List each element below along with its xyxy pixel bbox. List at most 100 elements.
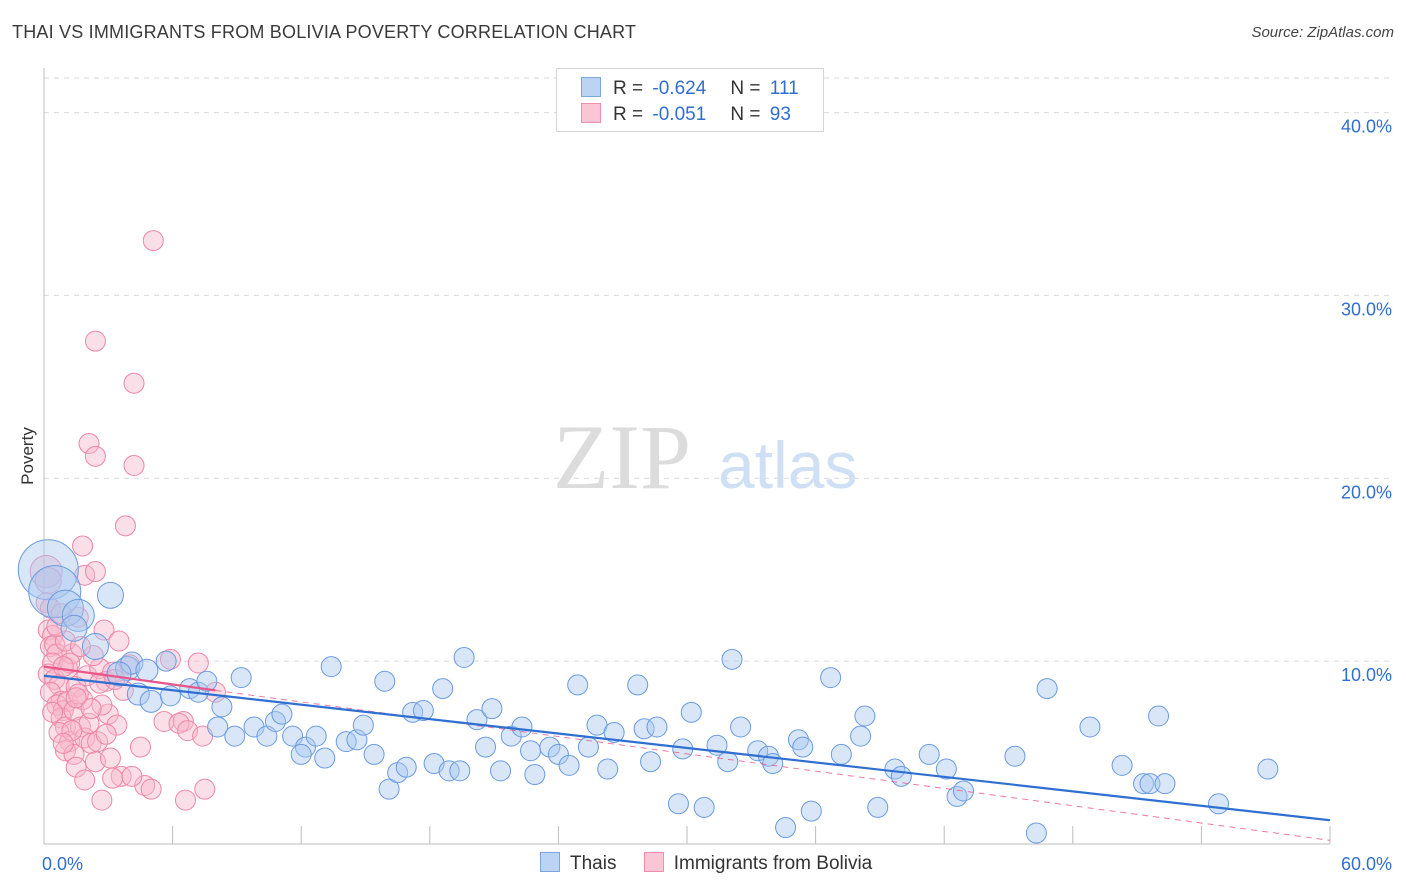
thai-point bbox=[207, 716, 229, 738]
bolivia-point bbox=[65, 687, 87, 709]
legend-row-thai: R = -0.624 N = 111 bbox=[581, 77, 799, 99]
thai-point bbox=[271, 703, 293, 725]
bolivia-point bbox=[93, 619, 115, 641]
trend-lines bbox=[43, 665, 1331, 841]
series-legend: Thais Immigrants from Bolivia bbox=[540, 852, 894, 875]
thai-point bbox=[918, 743, 940, 765]
thai-point bbox=[558, 754, 580, 776]
thai-point bbox=[96, 581, 124, 609]
bolivia-point bbox=[42, 701, 64, 723]
thai-point bbox=[211, 696, 233, 718]
bolivia-point bbox=[106, 714, 128, 736]
bolivia-point bbox=[99, 747, 121, 769]
legend-row-bolivia: R = -0.051 N = 93 bbox=[581, 103, 791, 125]
thai-point bbox=[17, 539, 79, 601]
thai-point bbox=[935, 758, 957, 780]
thai-point bbox=[449, 760, 471, 782]
bolivia-trend-line bbox=[43, 665, 216, 692]
thai-point bbox=[800, 800, 822, 822]
bolivia-point bbox=[69, 716, 91, 738]
r-label: R = bbox=[613, 78, 644, 99]
legend-item-thais: Thais bbox=[540, 852, 616, 874]
thai-point bbox=[952, 780, 974, 802]
thai-point bbox=[335, 731, 357, 753]
bolivia-point bbox=[142, 230, 164, 252]
thai-point bbox=[374, 670, 396, 692]
thai-point bbox=[475, 736, 497, 758]
bolivia-point bbox=[84, 330, 106, 352]
y-tick-label: 10.0% bbox=[1341, 665, 1392, 685]
grid-lines bbox=[44, 77, 1392, 662]
axis-labels: 10.0% 20.0% 30.0% 40.0% 0.0% 60.0% Poverty bbox=[18, 117, 1392, 874]
watermark-atlas: atlas bbox=[718, 428, 857, 502]
thai-point bbox=[646, 716, 668, 738]
thai-point bbox=[854, 705, 876, 727]
thai-point bbox=[230, 667, 252, 689]
thai-point bbox=[820, 667, 842, 689]
thai-point bbox=[567, 674, 589, 696]
thai-point bbox=[412, 700, 434, 722]
chart-title: THAI VS IMMIGRANTS FROM BOLIVIA POVERTY … bbox=[12, 22, 637, 42]
bolivia-point bbox=[194, 778, 216, 800]
bolivia-point bbox=[52, 656, 74, 678]
thai-point bbox=[830, 743, 852, 765]
thai-r-value: -0.624 bbox=[652, 78, 707, 99]
thai-trend-line bbox=[43, 674, 1331, 822]
bolivia-point bbox=[72, 535, 94, 557]
thai-point bbox=[135, 658, 159, 682]
legend-item-bolivia: Immigrants from Bolivia bbox=[643, 852, 872, 874]
thai-point bbox=[524, 764, 546, 786]
bolivia-swatch bbox=[581, 103, 601, 123]
bolivia-point bbox=[110, 765, 132, 787]
thai-point bbox=[1139, 773, 1161, 795]
bolivia-point bbox=[187, 652, 209, 674]
thai-point bbox=[453, 646, 475, 668]
thai-point bbox=[946, 785, 968, 807]
bolivia-point bbox=[102, 767, 124, 789]
bolivia-legend-swatch bbox=[643, 852, 664, 872]
bolivia-point bbox=[129, 736, 151, 758]
thai-n-value: 111 bbox=[769, 78, 799, 99]
bolivia-point bbox=[91, 789, 113, 811]
thai-point bbox=[1148, 705, 1170, 727]
thai-point bbox=[196, 670, 218, 692]
y-tick-label: 30.0% bbox=[1341, 299, 1392, 319]
thai-point bbox=[850, 725, 872, 747]
thai-point bbox=[867, 796, 889, 818]
thais-swatch bbox=[540, 852, 560, 872]
axes bbox=[43, 68, 1331, 845]
bolivia-point bbox=[84, 561, 106, 583]
bolivia-point bbox=[74, 769, 96, 791]
thai-point bbox=[520, 740, 542, 762]
thai-point bbox=[155, 650, 177, 672]
thai-point bbox=[490, 760, 512, 782]
y-tick-label: 40.0% bbox=[1341, 117, 1392, 137]
thai-point bbox=[139, 689, 163, 713]
y-tick-label: 20.0% bbox=[1341, 482, 1392, 502]
bolivia-point bbox=[123, 454, 145, 476]
thai-point bbox=[730, 716, 752, 738]
thai-point bbox=[320, 656, 342, 678]
bolivia-point bbox=[65, 676, 87, 698]
correlation-legend: R = -0.624 N = 111 R = -0.051 N = 93 bbox=[556, 68, 824, 132]
bolivia-r-value: -0.051 bbox=[652, 104, 707, 125]
thai-point bbox=[667, 793, 689, 815]
thai-point bbox=[395, 756, 417, 778]
thai-point bbox=[438, 760, 460, 782]
bolivia-point bbox=[50, 603, 72, 625]
thai-point bbox=[481, 698, 503, 720]
thai-point bbox=[120, 651, 144, 675]
thai-point bbox=[378, 778, 400, 800]
thai-point bbox=[432, 678, 454, 700]
watermark: ZIP atlas bbox=[553, 406, 857, 508]
thai-point bbox=[363, 743, 385, 765]
r-label: R = bbox=[613, 104, 644, 125]
bolivia-point bbox=[52, 732, 74, 754]
thai-point bbox=[81, 633, 109, 661]
thai-point bbox=[1036, 678, 1058, 700]
bolivia-point bbox=[119, 654, 141, 676]
bolivia-point bbox=[108, 630, 130, 652]
thai-point bbox=[717, 751, 739, 773]
x-tick-label: 60.0% bbox=[1341, 854, 1392, 874]
